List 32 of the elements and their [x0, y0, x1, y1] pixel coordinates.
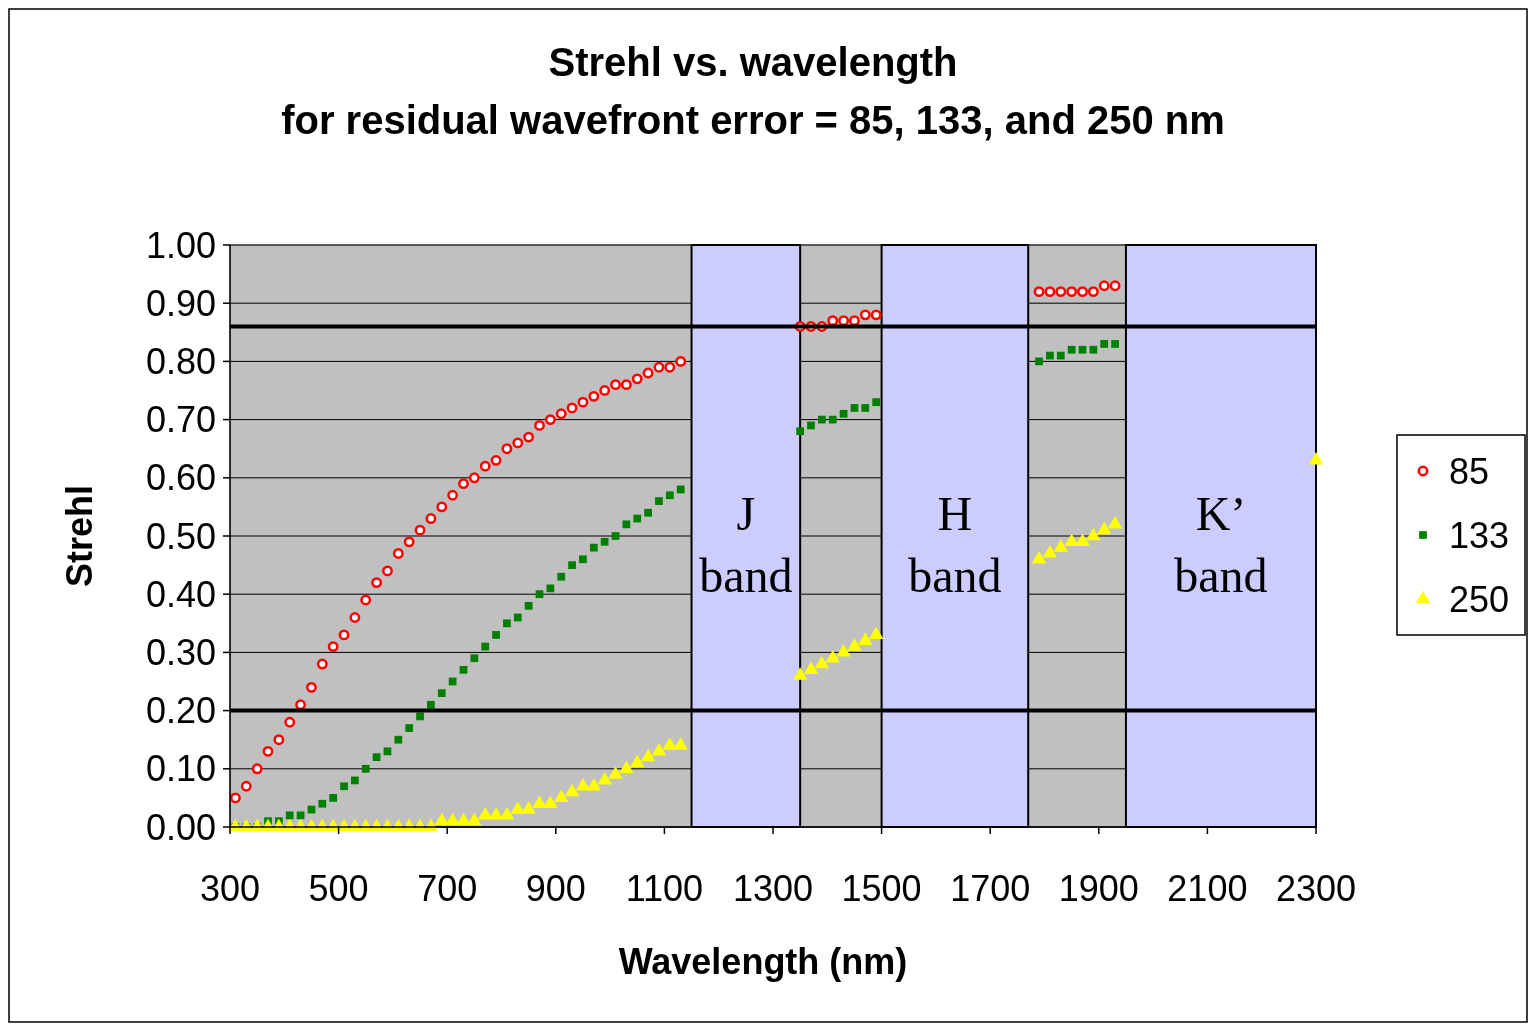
y-tick-label: 0.00 [145, 806, 216, 848]
x-tick-label: 1300 [732, 868, 814, 909]
x-tick-label: 1500 [841, 868, 922, 909]
x-tick-label: 1900 [1058, 868, 1139, 909]
x-tick-label: 1700 [950, 868, 1031, 909]
y-axis-title: Strehl [59, 484, 100, 588]
y-tick-label: 0.80 [145, 341, 216, 382]
legend-label: 250 [1449, 578, 1510, 620]
y-tick-label: 0.30 [145, 632, 216, 673]
chart-subtitle: for residual wavefront error = 85, 133, and 250 nm [281, 98, 1225, 142]
y-tick-label: 0.50 [145, 515, 216, 557]
x-tick-label: 900 [525, 868, 586, 909]
band-label: J band [699, 487, 793, 602]
y-tick-label: 0.40 [145, 573, 216, 615]
y-tick-label: 0.20 [145, 690, 216, 732]
y-tick-label: 0.60 [145, 457, 216, 499]
y-tick-label: 0.70 [145, 399, 216, 441]
band-label: H band [908, 487, 1002, 602]
chart-title: Strehl vs. wavelength [548, 40, 958, 84]
band-label: K’ band [1174, 487, 1268, 602]
y-tick-label: 1.00 [145, 224, 216, 266]
x-tick-label: 2100 [1167, 868, 1248, 909]
x-tick-label: 300 [199, 868, 261, 909]
x-axis-title: Wavelength (nm) [618, 941, 908, 982]
x-tick-label: 700 [417, 868, 478, 909]
y-tick-label: 0.90 [145, 282, 216, 324]
x-tick-label: 1100 [625, 868, 704, 909]
y-tick-label: 0.10 [145, 748, 216, 790]
x-tick-label: 2300 [1275, 868, 1357, 909]
x-tick-label: 500 [308, 868, 369, 909]
legend-label: 85 [1449, 450, 1490, 492]
legend-label: 133 [1449, 514, 1510, 556]
